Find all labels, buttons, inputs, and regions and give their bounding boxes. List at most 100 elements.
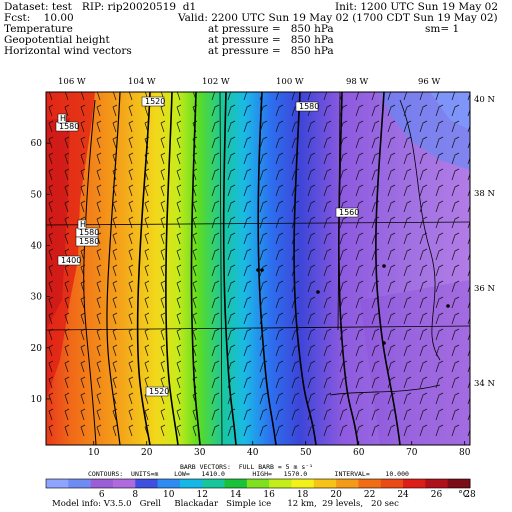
wind-barb: [160, 168, 166, 181]
wind-barb: [227, 328, 236, 341]
wind-barb: [176, 136, 182, 149]
temperature-colorbar: 6 8 10 12 14 16 18 20 22 24 26 28°C: [45, 478, 476, 500]
wind-barb: [419, 248, 428, 261]
wind-barb: [227, 392, 236, 405]
wind-barb: [387, 168, 396, 181]
wind-barb: [144, 424, 150, 437]
wind-barb: [48, 104, 54, 117]
wind-barb: [451, 408, 460, 421]
wind-barb: [291, 360, 300, 373]
wind-barb: [275, 312, 284, 325]
wind-barb: [176, 376, 182, 389]
wind-barb: [128, 424, 134, 437]
wind-barb: [227, 408, 236, 421]
wind-barbs: [48, 92, 470, 437]
wind-barb: [323, 424, 332, 437]
wind-barb: [211, 136, 220, 149]
wind-barb: [80, 120, 86, 133]
wind-barb: [64, 312, 70, 325]
wind-barb: [403, 360, 412, 373]
wind-barb: [160, 248, 166, 261]
wind-barb: [64, 232, 70, 245]
wind-barb: [403, 424, 412, 437]
wind-barb: [275, 360, 284, 373]
wind-barb: [176, 120, 182, 133]
wind-barb: [128, 408, 134, 421]
wind-barb: [435, 232, 444, 245]
wind-barb: [371, 136, 380, 149]
wind-barb: [451, 104, 460, 117]
x-tick-label: 10: [88, 448, 100, 458]
wind-barb: [48, 408, 54, 421]
wind-barb: [128, 312, 134, 325]
wind-barb: [48, 248, 54, 261]
wind-barb: [323, 280, 332, 293]
wind-barb: [435, 152, 444, 165]
wind-barb: [211, 424, 220, 437]
wind-barb: [259, 376, 268, 389]
wind-barb: [355, 424, 364, 437]
wind-barb: [451, 360, 460, 373]
wind-barb: [160, 296, 166, 309]
wind-barb: [451, 120, 460, 133]
wind-barb: [80, 104, 86, 117]
wind-barb: [355, 92, 360, 101]
wind-barb: [371, 312, 380, 325]
wind-barb: [192, 328, 198, 341]
high-marker-1: H: [60, 114, 66, 123]
wind-barb: [403, 248, 412, 261]
wind-barb: [80, 264, 86, 277]
wind-barb: [192, 296, 198, 309]
wind-barb: [192, 120, 198, 133]
wind-barb: [259, 92, 264, 101]
wind-barb: [192, 216, 198, 229]
wind-barb: [128, 136, 134, 149]
wind-barb: [307, 92, 312, 101]
colorbar-swatch: [179, 479, 203, 488]
wind-barb: [323, 136, 332, 149]
wind-barb: [211, 280, 220, 293]
wind-barb: [403, 120, 412, 133]
wind-barb: [435, 296, 444, 309]
wind-barb: [339, 120, 348, 133]
wind-barb: [419, 120, 428, 133]
wind-barb: [307, 248, 316, 261]
wind-barb: [243, 136, 252, 149]
wind-barb: [160, 328, 166, 341]
wind-barb: [227, 232, 236, 245]
wind-barb: [275, 152, 284, 165]
wind-barb: [403, 296, 412, 309]
wind-barb: [467, 236, 470, 245]
wind-barb: [467, 268, 470, 277]
wind-barb: [192, 280, 198, 293]
wind-barb: [275, 408, 284, 421]
wind-barb: [112, 312, 118, 325]
wind-barb: [211, 152, 220, 165]
wind-barb: [275, 168, 284, 181]
wind-barb: [176, 92, 181, 101]
wind-barb: [176, 408, 182, 421]
wind-barb: [403, 280, 412, 293]
wind-barb: [371, 232, 380, 245]
wind-barb: [371, 264, 380, 277]
wind-barb: [64, 392, 70, 405]
wind-barb: [323, 120, 332, 133]
wind-barb: [128, 104, 134, 117]
wind-barb: [435, 264, 444, 277]
field1-level: at pressure = 850 hPa: [208, 23, 334, 35]
wind-barb: [80, 136, 86, 149]
wind-barb: [128, 168, 134, 181]
wind-barb: [96, 184, 102, 197]
wind-barb: [176, 184, 182, 197]
wind-barb: [387, 152, 396, 165]
wind-barb: [275, 376, 284, 389]
wind-barb: [355, 280, 364, 293]
wind-barb: [435, 328, 444, 341]
wind-barb: [160, 424, 166, 437]
wind-barb: [419, 360, 428, 373]
wind-barb: [323, 376, 332, 389]
colorbar-swatch: [46, 479, 69, 488]
wind-barb: [64, 424, 70, 437]
wind-barb: [259, 264, 268, 277]
wind-barb: [112, 232, 118, 245]
